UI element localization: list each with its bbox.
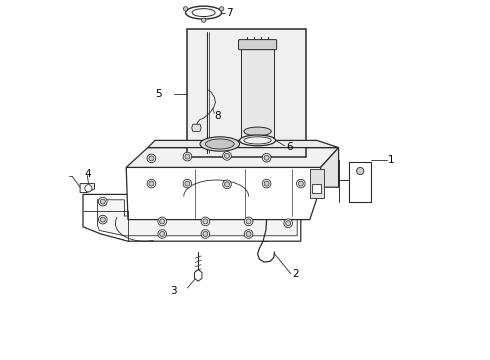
- Circle shape: [149, 181, 154, 186]
- Text: 4: 4: [85, 168, 92, 179]
- Ellipse shape: [192, 9, 215, 17]
- Bar: [312, 184, 320, 193]
- Circle shape: [201, 217, 210, 226]
- Ellipse shape: [240, 135, 275, 146]
- Ellipse shape: [244, 127, 271, 136]
- Circle shape: [262, 179, 271, 188]
- Text: 6: 6: [286, 141, 293, 152]
- Circle shape: [245, 230, 253, 238]
- Circle shape: [100, 217, 105, 222]
- Circle shape: [222, 152, 231, 160]
- Circle shape: [183, 152, 192, 161]
- Text: 5: 5: [156, 89, 162, 99]
- Circle shape: [100, 199, 105, 204]
- Bar: [242, 49, 274, 137]
- Circle shape: [149, 156, 154, 161]
- Circle shape: [158, 230, 167, 238]
- Circle shape: [222, 180, 231, 189]
- Circle shape: [246, 219, 251, 224]
- Circle shape: [147, 154, 156, 163]
- Polygon shape: [80, 184, 95, 193]
- Circle shape: [183, 179, 192, 188]
- Circle shape: [245, 217, 253, 226]
- Circle shape: [185, 154, 190, 159]
- Ellipse shape: [244, 137, 271, 144]
- Circle shape: [296, 179, 305, 188]
- Polygon shape: [126, 167, 320, 220]
- Circle shape: [158, 217, 167, 226]
- Polygon shape: [98, 200, 297, 236]
- Circle shape: [264, 155, 269, 160]
- Circle shape: [203, 231, 208, 237]
- Ellipse shape: [200, 137, 240, 151]
- Circle shape: [246, 231, 251, 237]
- Ellipse shape: [186, 6, 221, 19]
- Circle shape: [203, 219, 208, 224]
- Text: 1: 1: [388, 155, 395, 165]
- Text: 7: 7: [226, 8, 233, 18]
- Circle shape: [98, 197, 107, 206]
- Circle shape: [286, 221, 291, 226]
- Polygon shape: [195, 270, 202, 281]
- Circle shape: [183, 7, 188, 11]
- Polygon shape: [83, 194, 301, 241]
- Polygon shape: [320, 148, 339, 187]
- Circle shape: [147, 179, 156, 188]
- Circle shape: [298, 181, 303, 186]
- Polygon shape: [192, 124, 201, 131]
- Bar: [349, 162, 371, 202]
- Circle shape: [357, 167, 364, 175]
- FancyBboxPatch shape: [239, 40, 277, 50]
- Circle shape: [185, 181, 190, 186]
- Circle shape: [264, 181, 269, 186]
- Circle shape: [224, 182, 229, 187]
- Circle shape: [262, 153, 271, 162]
- Circle shape: [220, 7, 224, 11]
- Circle shape: [160, 231, 165, 237]
- Circle shape: [160, 219, 165, 224]
- Text: 3: 3: [170, 285, 176, 296]
- Polygon shape: [310, 169, 324, 198]
- Polygon shape: [126, 148, 339, 167]
- Text: 8: 8: [215, 111, 221, 121]
- Polygon shape: [148, 140, 339, 148]
- Bar: [187, 29, 306, 157]
- Circle shape: [224, 153, 229, 158]
- Circle shape: [284, 219, 293, 228]
- Ellipse shape: [205, 139, 234, 149]
- Circle shape: [201, 230, 210, 238]
- Circle shape: [85, 185, 92, 192]
- Text: 2: 2: [292, 269, 298, 279]
- Circle shape: [201, 18, 206, 22]
- Circle shape: [98, 215, 107, 224]
